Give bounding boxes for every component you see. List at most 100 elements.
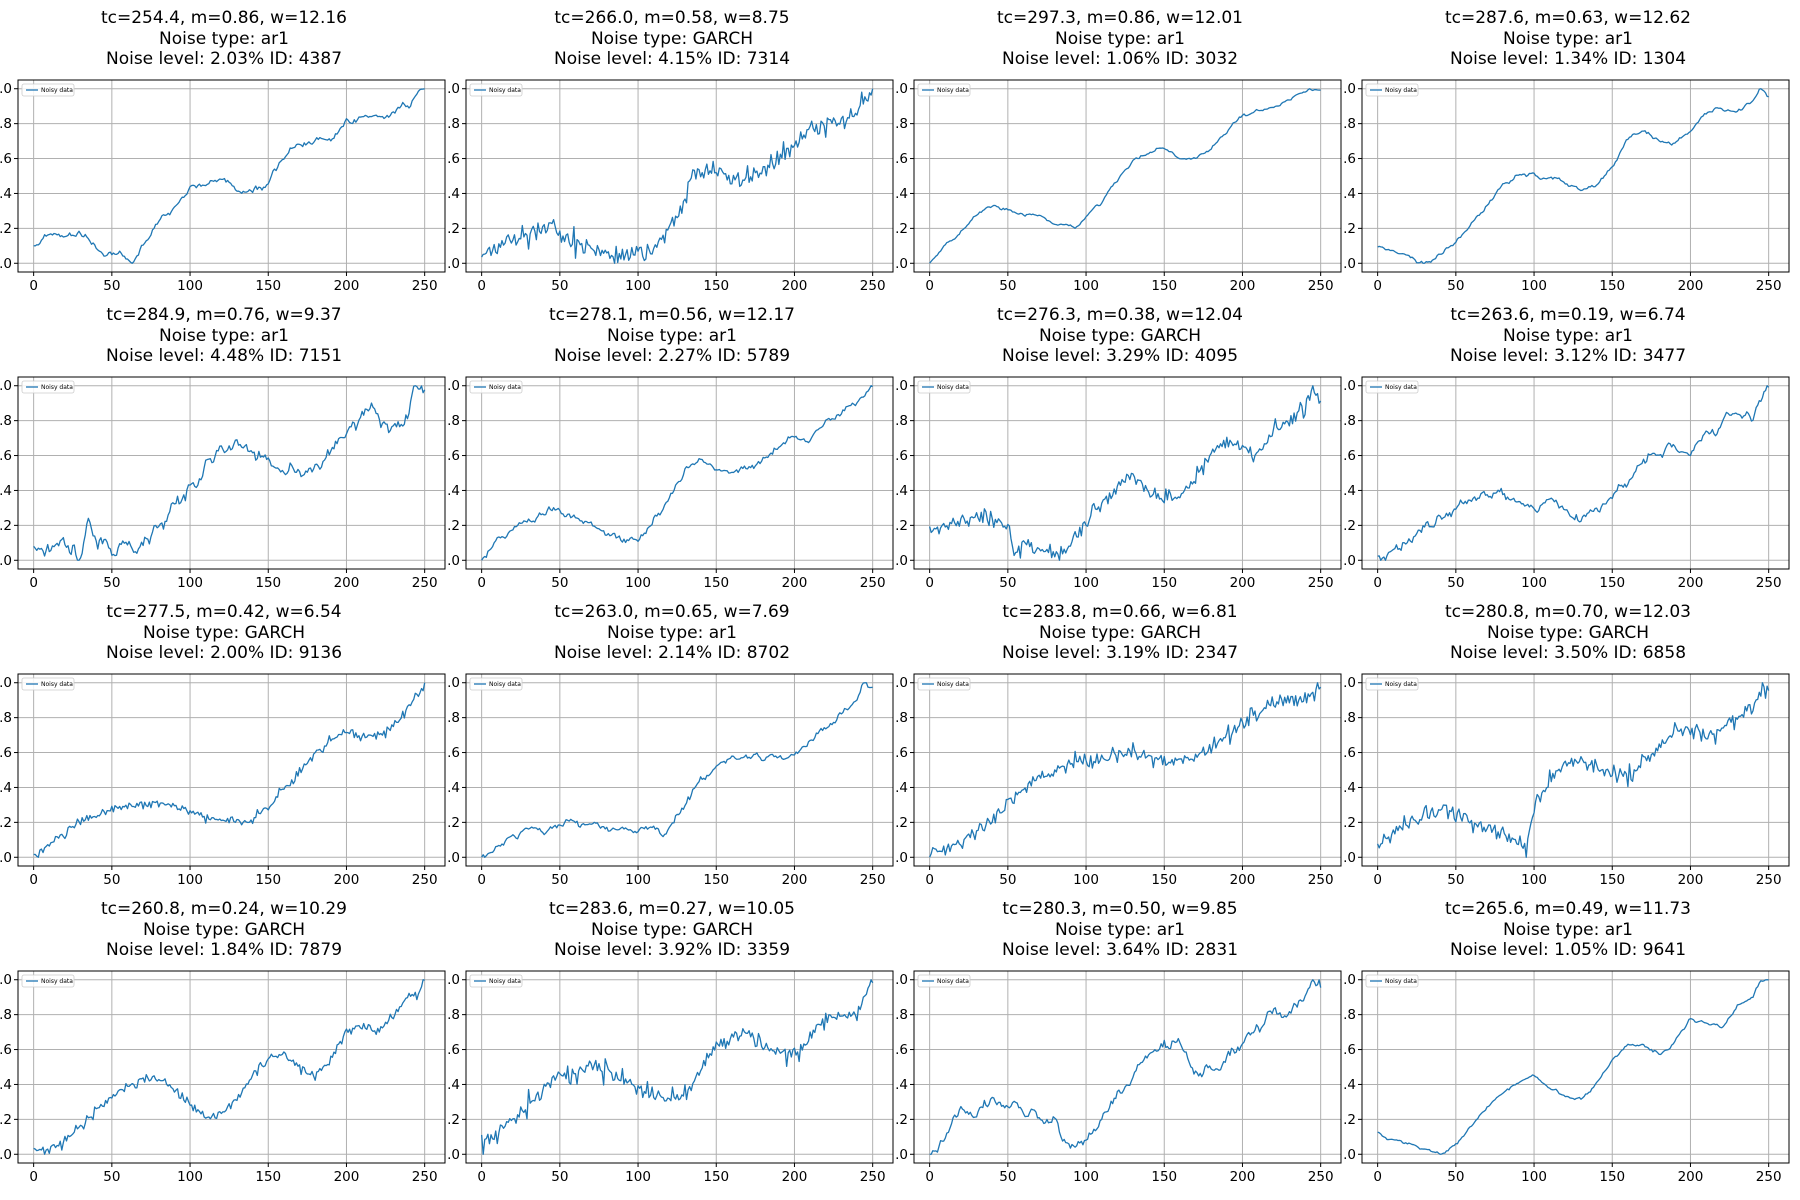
y-tick-label: 0.6 bbox=[0, 1042, 12, 1058]
subplot-title-line: Noise level: 3.50% ID: 6858 bbox=[1449, 643, 1687, 663]
subplot-panel: tc=266.0, m=0.58, w=8.75 Noise type: GARC… bbox=[448, 0, 896, 297]
x-tick-label: 250 bbox=[412, 575, 438, 591]
y-tick-label: 0.4 bbox=[448, 780, 460, 796]
series-line bbox=[929, 385, 1322, 561]
y-tick-label: 0.0 bbox=[1344, 256, 1356, 272]
y-tick-label: 0.2 bbox=[0, 815, 12, 831]
x-tick-label: 100 bbox=[1073, 1169, 1099, 1185]
subplot-title-line: Noise type: ar1 bbox=[1055, 919, 1185, 940]
subplot-title-line: Noise type: ar1 bbox=[1503, 28, 1633, 49]
legend: Noisy data bbox=[469, 380, 523, 394]
subplot-chart: 0 50 100 150 200 250 0.0 0.2 0.4 0.6 0.8 1.0 Noisy d… bbox=[448, 79, 894, 294]
subplot-title-line: Noise type: GARCH bbox=[1038, 325, 1202, 346]
subplot-panel: tc=283.6, m=0.27, w=10.05 Noise type: GAR… bbox=[448, 891, 896, 1188]
legend-label: Noisy data bbox=[1385, 978, 1417, 985]
x-tick-label: 150 bbox=[1151, 575, 1177, 591]
x-tick-label: 250 bbox=[1308, 872, 1334, 888]
x-tick-label: 50 bbox=[103, 575, 120, 591]
x-tick-label: 250 bbox=[412, 278, 438, 294]
legend-label: Noisy data bbox=[41, 978, 73, 985]
y-tick-label: 0.8 bbox=[0, 116, 12, 132]
subplot-title-line: tc=284.9, m=0.76, w=9.37 bbox=[106, 305, 342, 325]
subplot-title-line: Noise level: 1.34% ID: 1304 bbox=[1449, 49, 1687, 69]
x-tick-label: 250 bbox=[412, 872, 438, 888]
y-tick-label: 0.0 bbox=[0, 256, 12, 272]
x-tick-label: 50 bbox=[551, 1169, 568, 1185]
y-tick-label: 1.0 bbox=[0, 675, 12, 691]
subplot-title-line: tc=297.3, m=0.86, w=12.01 bbox=[996, 8, 1243, 28]
y-tick-label: 0.6 bbox=[448, 745, 460, 761]
x-tick-label: 200 bbox=[334, 575, 360, 591]
legend-box bbox=[917, 974, 971, 988]
subplot-title-line: tc=277.5, m=0.42, w=6.54 bbox=[106, 602, 342, 622]
legend-box bbox=[917, 677, 971, 691]
x-tick-label: 0 bbox=[29, 278, 38, 294]
y-tick-label: 0.4 bbox=[1344, 780, 1356, 796]
y-tick-label: 0.0 bbox=[896, 850, 908, 866]
legend-label: Noisy data bbox=[937, 681, 969, 688]
y-tick-label: 0.0 bbox=[896, 256, 908, 272]
series-line bbox=[929, 88, 1321, 264]
x-tick-label: 50 bbox=[103, 1169, 120, 1185]
legend: Noisy data bbox=[21, 380, 75, 394]
x-tick-label: 200 bbox=[334, 872, 360, 888]
y-tick-label: 0.2 bbox=[1344, 1112, 1356, 1128]
subplot-title: tc=283.8, m=0.66, w=6.81 Noise type: GARC… bbox=[896, 602, 1344, 664]
series-line bbox=[481, 88, 874, 264]
y-tick-label: 0.2 bbox=[1344, 518, 1356, 534]
subplot-chart: 0 50 100 150 200 250 0.0 0.2 0.4 0.6 0.8 1.0 Noisy d… bbox=[1344, 376, 1790, 591]
x-tick-label: 250 bbox=[412, 1169, 438, 1185]
y-tick-label: 1.0 bbox=[896, 81, 908, 97]
y-tick-label: 0.8 bbox=[1344, 413, 1356, 429]
x-tick-label: 100 bbox=[177, 278, 203, 294]
subplot-title-line: tc=254.4, m=0.86, w=12.16 bbox=[100, 8, 347, 28]
y-tick-label: 0.2 bbox=[896, 1112, 908, 1128]
x-tick-label: 50 bbox=[551, 278, 568, 294]
x-tick-label: 50 bbox=[999, 575, 1016, 591]
y-tick-label: 0.8 bbox=[1344, 116, 1356, 132]
legend-label: Noisy data bbox=[937, 87, 969, 94]
y-tick-label: 0.2 bbox=[896, 518, 908, 534]
x-tick-label: 50 bbox=[103, 872, 120, 888]
subplot-title-line: Noise type: GARCH bbox=[1038, 622, 1202, 643]
subplot-chart: 0 50 100 150 200 250 0.0 0.2 0.4 0.6 0.8 1.0 Noisy d… bbox=[896, 376, 1342, 591]
y-tick-label: 0.4 bbox=[0, 1077, 12, 1093]
y-tick-label: 1.0 bbox=[1344, 675, 1356, 691]
x-tick-label: 150 bbox=[1599, 575, 1625, 591]
subplot-title-line: Noise level: 3.19% ID: 2347 bbox=[1001, 643, 1239, 663]
subplot-panel: tc=297.3, m=0.86, w=12.01 Noise type: ar1… bbox=[896, 0, 1344, 297]
x-tick-label: 200 bbox=[1230, 575, 1256, 591]
axes-frame bbox=[465, 970, 894, 1164]
y-tick-label: 0.4 bbox=[448, 1077, 460, 1093]
subplot-title: tc=263.0, m=0.65, w=7.69 Noise type: ar1 N… bbox=[448, 602, 896, 664]
x-tick-label: 150 bbox=[703, 278, 729, 294]
y-tick-label: 0.8 bbox=[448, 710, 460, 726]
y-tick-label: 0.0 bbox=[0, 1147, 12, 1163]
y-tick-label: 0.2 bbox=[0, 221, 12, 237]
subplot-title-line: tc=280.8, m=0.70, w=12.03 bbox=[1444, 602, 1691, 622]
series-line bbox=[33, 979, 425, 1155]
legend: Noisy data bbox=[1365, 677, 1419, 691]
subplot-title-line: Noise level: 3.29% ID: 4095 bbox=[1001, 346, 1239, 366]
subplot-title-line: Noise level: 3.12% ID: 3477 bbox=[1449, 346, 1687, 366]
y-tick-label: 0.8 bbox=[896, 116, 908, 132]
y-tick-label: 0.0 bbox=[448, 553, 460, 569]
y-tick-label: 0.2 bbox=[448, 1112, 460, 1128]
x-tick-label: 50 bbox=[999, 1169, 1016, 1185]
x-tick-label: 50 bbox=[999, 872, 1016, 888]
y-tick-label: 0.6 bbox=[1344, 151, 1356, 167]
subplot-panel: tc=260.8, m=0.24, w=10.29 Noise type: GAR… bbox=[0, 891, 448, 1188]
x-tick-label: 0 bbox=[1373, 575, 1382, 591]
legend: Noisy data bbox=[1365, 974, 1419, 988]
legend: Noisy data bbox=[21, 677, 75, 691]
subplot-title-line: Noise level: 2.27% ID: 5789 bbox=[553, 346, 791, 366]
y-tick-label: 1.0 bbox=[448, 972, 460, 988]
legend: Noisy data bbox=[1365, 380, 1419, 394]
y-tick-label: 1.0 bbox=[1344, 378, 1356, 394]
x-tick-label: 200 bbox=[1230, 278, 1256, 294]
axes-frame bbox=[465, 79, 894, 273]
legend: Noisy data bbox=[917, 974, 971, 988]
series-line bbox=[1377, 979, 1769, 1155]
subplot-title-line: tc=265.6, m=0.49, w=11.73 bbox=[1444, 899, 1691, 919]
x-tick-label: 0 bbox=[477, 872, 486, 888]
